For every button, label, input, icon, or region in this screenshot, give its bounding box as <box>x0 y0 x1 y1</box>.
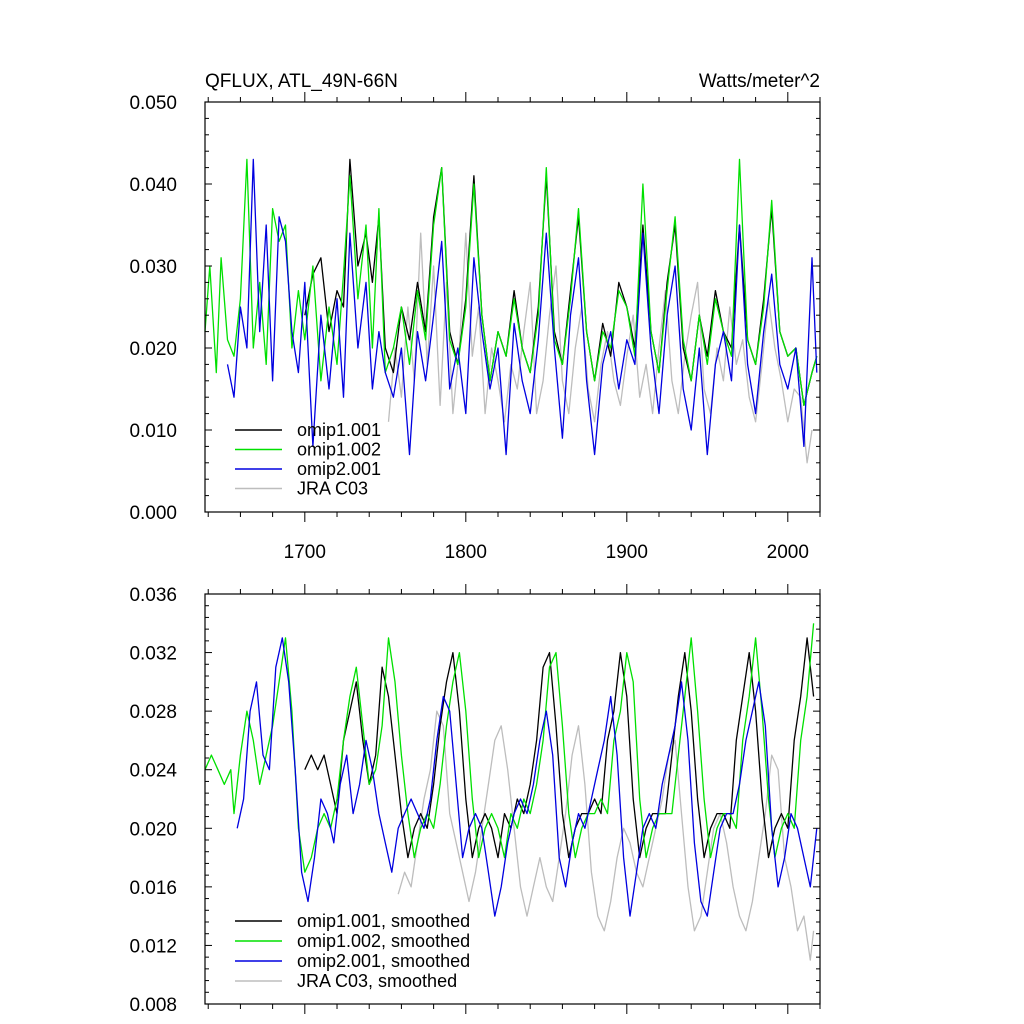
chart-bottom-axes: 0.008 0.012 0.016 0.020 0.024 0.028 0.032 0.036 <box>129 584 821 1016</box>
y-tick-label: 0.050 <box>129 93 177 114</box>
series-line-omip2-001-smoothed <box>236 637 818 917</box>
chart-top-panel: QFLUX, ATL_49N-66N Watts/meter^2 0.0000.… <box>129 71 821 563</box>
legend-label-jra-c03: JRA C03 <box>297 479 368 499</box>
series-line-omip1-001-smoothed <box>304 637 815 859</box>
y-tick-label: 0.032 <box>129 644 177 665</box>
y-tick-label: 0.040 <box>129 175 177 196</box>
legend-label-omip1-002-smoothed: omip1.002, smoothed <box>297 931 470 951</box>
x-tick-label: 1700 <box>284 542 326 563</box>
y-tick-label: 0.020 <box>129 339 177 360</box>
chart-units-label: Watts/meter^2 <box>699 71 820 92</box>
y-tick-label: 0.030 <box>129 257 177 278</box>
y-tick-label: 0.020 <box>129 819 177 840</box>
series-line-omip2-001 <box>226 158 818 456</box>
y-tick-label: 0.012 <box>129 936 177 957</box>
legend-label-omip2-001: omip2.001 <box>297 459 381 479</box>
x-tick-label: 1800 <box>445 542 487 563</box>
y-tick-label: 0.010 <box>129 421 177 442</box>
legend-label-omip1-001: omip1.001 <box>297 420 381 440</box>
plot-frame <box>204 593 821 1005</box>
y-tick-label: 0.024 <box>129 761 177 782</box>
y-tick-label: 0.028 <box>129 702 177 723</box>
plot-frame <box>204 101 821 513</box>
y-tick-label: 0.008 <box>129 995 177 1016</box>
legend-label-jra-c03-smoothed: JRA C03, smoothed <box>297 971 457 991</box>
chart-bottom-panel: 0.008 0.012 0.016 0.020 0.024 0.028 0.032 0.036… <box>129 584 821 1016</box>
y-tick-label: 0.036 <box>129 585 177 606</box>
chart-title: QFLUX, ATL_49N-66N <box>205 71 398 92</box>
series-line-jra-c03-smoothed <box>397 710 815 961</box>
series-line-omip1-002-smoothed <box>204 623 815 873</box>
legend-label-omip2-001-smoothed: omip2.001, smoothed <box>297 951 470 971</box>
chart-top-axes: 0.000 0.010 0.020 0.030 0.040 0.050 1700 1800 19… <box>129 92 821 563</box>
y-tick-label: 0.016 <box>129 878 177 899</box>
chart-bottom-series-group <box>204 623 818 961</box>
x-tick-label: 2000 <box>767 542 809 563</box>
y-tick-label: 0.000 <box>129 503 177 524</box>
x-tick-label: 1900 <box>606 542 648 563</box>
chart-top-series-group <box>204 158 818 464</box>
legend-label-omip1-002: omip1.002 <box>297 440 381 460</box>
legend-label-omip1-001-smoothed: omip1.001, smoothed <box>297 911 470 931</box>
